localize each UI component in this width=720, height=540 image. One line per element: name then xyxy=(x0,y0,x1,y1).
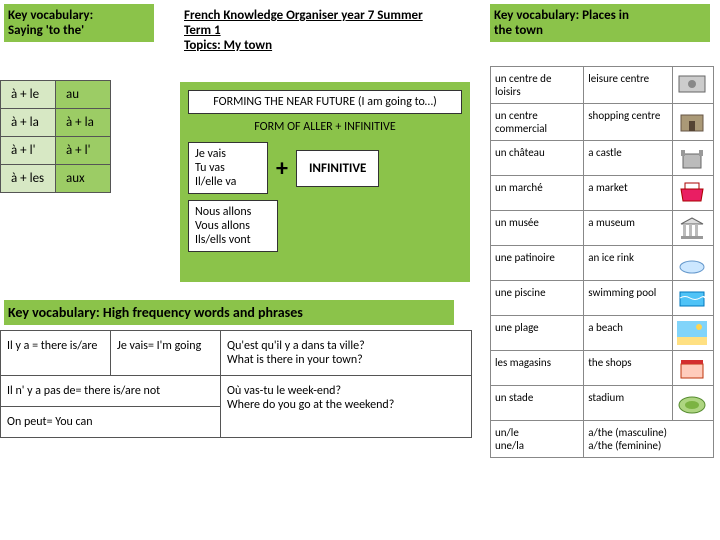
cell-english: a market xyxy=(584,176,673,211)
text: Il/elle va xyxy=(195,175,236,189)
cell-english: shopping centre xyxy=(584,104,673,141)
table-row: à + lesaux xyxy=(1,165,111,193)
table-row: une patinoirean ice rink xyxy=(491,246,714,281)
table-row: un centre commercialshopping centre xyxy=(491,104,714,141)
vocab-places-header: Key vocabulary: Places in the town xyxy=(490,4,710,42)
places-table: un centre de loisirsleisure centre un ce… xyxy=(490,66,714,458)
text: Key vocabulary: xyxy=(8,8,93,23)
cell: à + les xyxy=(1,165,56,193)
tothe-table: à + leau à + laà + la à + l'à + l' à + l… xyxy=(0,80,111,193)
text: Qu'est qu'il y a dans ta ville? What is … xyxy=(227,339,365,367)
text: Saying 'to the' xyxy=(8,23,84,38)
table-row: un muséea museum xyxy=(491,211,714,246)
table-row: une piscineswimming pool xyxy=(491,281,714,316)
cell-english: a/the (masculine) a/the (feminine) xyxy=(584,421,714,458)
cell-french: un marché xyxy=(491,176,584,211)
cell-french: les magasins xyxy=(491,351,584,386)
text: Vous allons xyxy=(195,219,250,233)
cell-english: a museum xyxy=(584,211,673,246)
table-row: une plagea beach xyxy=(491,316,714,351)
leisure-icon xyxy=(673,67,714,104)
text: French Knowledge Organiser year 7 Summer xyxy=(184,8,423,23)
cell: à + la xyxy=(56,109,111,137)
text: the town xyxy=(494,23,543,38)
table-row: un châteaua castle xyxy=(491,141,714,176)
cell: Où vas-tu le week-end? Where do you go a… xyxy=(221,376,472,438)
cell-french: un château xyxy=(491,141,584,176)
near-future-panel: FORMING THE NEAR FUTURE (I am going to…)… xyxy=(180,82,470,282)
text: Topics: My town xyxy=(184,38,272,53)
high-freq-header: Key vocabulary: High frequency words and… xyxy=(4,300,454,325)
document-title: French Knowledge Organiser year 7 Summer… xyxy=(180,4,450,57)
text: Où vas-tu le week-end? Where do you go a… xyxy=(227,384,394,412)
text: Nous allons xyxy=(195,205,251,219)
cell: à + le xyxy=(1,81,56,109)
cell-french: un/le une/la xyxy=(491,421,584,458)
cell: à + l' xyxy=(1,137,56,165)
panel-subtitle: FORM OF ALLER + INFINITIVE xyxy=(188,120,462,134)
text: Tu vas xyxy=(195,161,225,175)
cell-english: a beach xyxy=(584,316,673,351)
cell-english: an ice rink xyxy=(584,246,673,281)
cell-french: un centre commercial xyxy=(491,104,584,141)
infinitive-label: INFINITIVE xyxy=(296,150,379,187)
stadium-icon xyxy=(673,386,714,421)
plus-icon: + xyxy=(276,154,288,183)
text: Ils/ells vont xyxy=(195,233,251,247)
table-row: Il y a = there is/are Je vais= I'm going… xyxy=(1,331,472,376)
shopping-icon xyxy=(673,104,714,141)
table-row: un centre de loisirsleisure centre xyxy=(491,67,714,104)
cell-english: leisure centre xyxy=(584,67,673,104)
icerink-icon xyxy=(673,246,714,281)
cell: Il y a = there is/are xyxy=(1,331,111,376)
table-row: les magasinsthe shops xyxy=(491,351,714,386)
table-row: à + laà + la xyxy=(1,109,111,137)
cell: Je vais= I'm going xyxy=(111,331,221,376)
cell-french: un stade xyxy=(491,386,584,421)
text: a/the (masculine) a/the (feminine) xyxy=(588,426,667,452)
beach-icon xyxy=(673,316,714,351)
formula-row: Je vais Tu vas Il/elle va + INFINITIVE xyxy=(188,142,462,194)
cell: au xyxy=(56,81,111,109)
cell-french: un centre de loisirs xyxy=(491,67,584,104)
text: Je vais xyxy=(195,147,226,161)
cell-french: un musée xyxy=(491,211,584,246)
cell-french: une piscine xyxy=(491,281,584,316)
cell: aux xyxy=(56,165,111,193)
table-row: Il n' y a pas de= there is/are not Où va… xyxy=(1,376,472,407)
shops-icon xyxy=(673,351,714,386)
vocab-tothe-header: Key vocabulary: Saying 'to the' xyxy=(4,4,154,42)
table-row: un marchéa market xyxy=(491,176,714,211)
cell-english: swimming pool xyxy=(584,281,673,316)
table-row: un/le une/la a/the (masculine) a/the (fem… xyxy=(491,421,714,458)
cell: à + la xyxy=(1,109,56,137)
high-freq-table: Il y a = there is/are Je vais= I'm going… xyxy=(0,330,472,438)
cell: Qu'est qu'il y a dans ta ville? What is … xyxy=(221,331,472,376)
cell-english: stadium xyxy=(584,386,673,421)
cell-french: une patinoire xyxy=(491,246,584,281)
conjugation-plural: Nous allons Vous allons Ils/ells vont xyxy=(188,200,278,252)
pool-icon xyxy=(673,281,714,316)
cell: à + l' xyxy=(56,137,111,165)
panel-title: FORMING THE NEAR FUTURE (I am going to…) xyxy=(188,90,462,114)
market-icon xyxy=(673,176,714,211)
cell-english: the shops xyxy=(584,351,673,386)
cell-english: a castle xyxy=(584,141,673,176)
text: Key vocabulary: Places in xyxy=(494,8,629,23)
cell-french: une plage xyxy=(491,316,584,351)
table-row: un stadestadium xyxy=(491,386,714,421)
table-row: à + leau xyxy=(1,81,111,109)
text: Term 1 xyxy=(184,23,221,38)
cell: Il n' y a pas de= there is/are not xyxy=(1,376,221,407)
castle-icon xyxy=(673,141,714,176)
conjugation-singular: Je vais Tu vas Il/elle va xyxy=(188,142,268,194)
museum-icon xyxy=(673,211,714,246)
cell: On peut= You can xyxy=(1,407,221,438)
table-row: à + l'à + l' xyxy=(1,137,111,165)
text: un/le une/la xyxy=(495,426,524,452)
